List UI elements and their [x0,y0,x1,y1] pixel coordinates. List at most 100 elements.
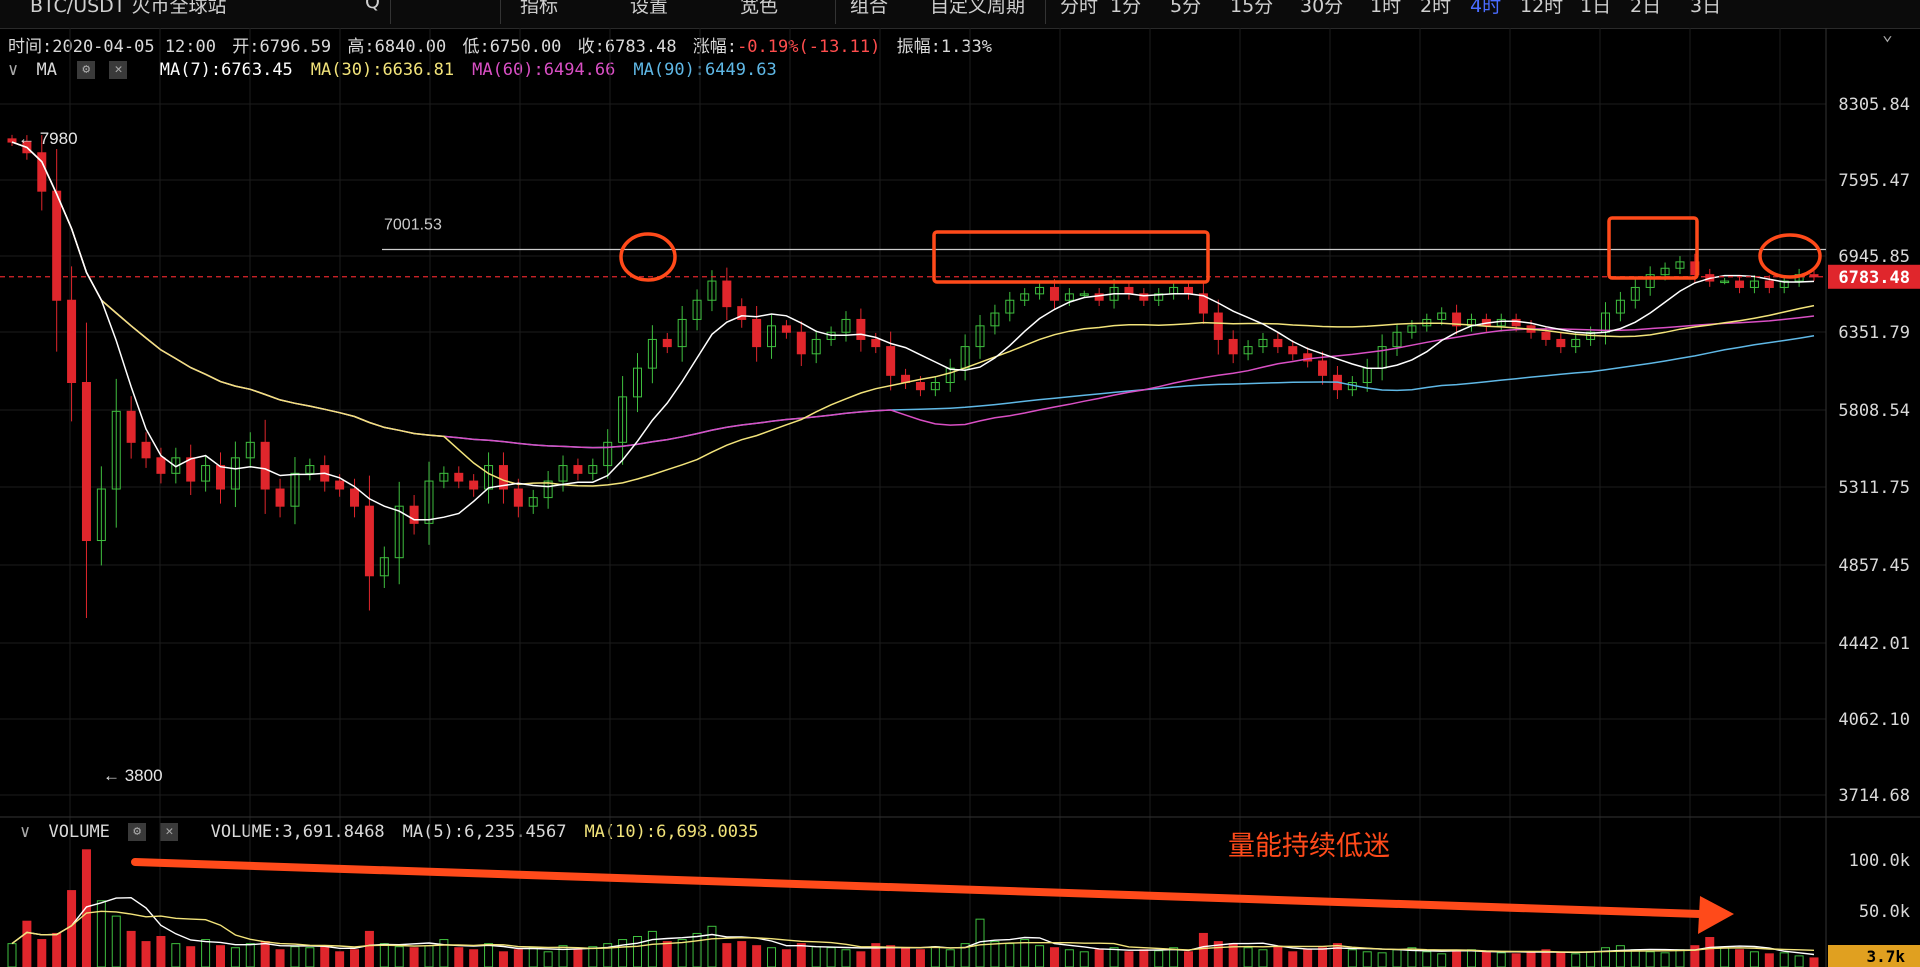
volume-bar [230,947,240,967]
toolbar-item-0[interactable]: BTC/USDT 火币全球站 [30,0,227,17]
volume-bar [1362,951,1372,967]
volume-bar [1020,939,1030,967]
ma-settings-gear-icon[interactable]: ⚙ [77,61,96,79]
collapse-chevron-icon[interactable]: ∨ [8,60,19,80]
volume-bar [1511,953,1521,967]
volume-bar [275,949,285,967]
candle-down [1541,331,1551,340]
volume-legend-item: VOLUME:3,691.8468 [210,822,385,842]
volume-bar [52,932,62,967]
volume-bar [1377,952,1387,967]
toolbar-item-12[interactable]: 1时 [1370,0,1402,17]
candle-down [1273,338,1283,348]
toolbar-item-17[interactable]: 2日 [1630,0,1662,17]
volume-bar [469,949,479,967]
volume-bar [7,943,17,967]
current-price-badge [1828,264,1920,289]
toolbar-item-18[interactable]: 3日 [1690,0,1722,17]
volume-bar [1735,949,1745,967]
volume-bar [960,943,970,967]
toolbar-item-11[interactable]: 30分 [1300,0,1344,17]
candle-up [1660,267,1670,276]
candle-up [975,325,985,348]
candle-up [1496,318,1506,327]
toolbar-item-4[interactable]: 宽色 [740,0,779,17]
candle-up [767,325,777,348]
toolbar-item-10[interactable]: 15分 [1230,0,1274,17]
ma-legend-items: MA(7):6763.45 MA(30):6636.81 MA(60):6494.6… [142,60,777,80]
ma90-line [11,141,1815,449]
candle-up [1779,280,1789,288]
candle-down [126,410,136,443]
toolbar-item-5[interactable]: 组合 [850,0,889,17]
volume-bar [677,939,687,967]
volume-bar [1154,950,1164,967]
volume-close-icon[interactable]: ✕ [160,823,179,841]
candle-down [1690,261,1700,276]
candle-up [930,382,940,391]
volume-tick-label: 50.0k [1859,902,1910,922]
volume-collapse-chevron-icon[interactable]: ∨ [20,822,31,842]
candle-down [1318,360,1328,376]
volume-bar [767,947,777,967]
ma-close-icon[interactable]: ✕ [109,61,128,79]
candle-up [1675,261,1685,269]
candle-down [1184,286,1194,295]
volume-bar [424,945,434,967]
candle-up [1407,325,1417,333]
candle-down [81,382,91,542]
volume-bar [1437,953,1447,967]
toolbar-item-6[interactable]: 自定义周期 [930,0,1026,17]
y-tick-label: 4442.01 [1838,634,1910,654]
volume-bar [1660,952,1670,967]
y-tick-label: 6945.85 [1838,247,1910,267]
candle-up [1005,299,1015,314]
candle-up [439,472,449,482]
volume-bar [647,930,657,967]
volume-bar [245,943,255,967]
volume-bar [1645,951,1655,967]
volume-bar [1794,955,1804,967]
ma-title: MA [36,60,57,80]
volume-bar [1303,949,1313,967]
candle-up [1749,280,1759,288]
candle-down [573,465,583,474]
volume-bar [111,915,121,967]
volume-bar [1764,953,1774,967]
volume-bar [1466,949,1476,967]
volume-current-badge [1828,945,1920,967]
volume-bar [901,947,911,967]
volume-bar [1422,951,1432,967]
candle-down [1198,293,1208,314]
candle-up [201,465,211,482]
toolbar-item-2[interactable]: 指标 [520,0,559,17]
toolbar-item-8[interactable]: 1分 [1110,0,1142,17]
candle-down [1764,280,1774,288]
toolbar-item-13[interactable]: 2时 [1420,0,1452,17]
volume-bar [379,943,389,967]
candle-up [1258,338,1268,348]
candle-up [588,465,598,474]
toolbar-item-1[interactable]: Q [365,0,380,13]
toolbar-item-16[interactable]: 1日 [1580,0,1612,17]
y-tick-label: 6351.79 [1838,323,1910,343]
volume-bar [1481,951,1491,967]
volume-annotation-text: 量能持续低迷 [1228,831,1390,862]
candle-up [305,465,315,474]
candle-up [1571,338,1581,348]
toolbar-item-3[interactable]: 设置 [630,0,669,17]
volume-bar [513,949,523,967]
volume-settings-gear-icon[interactable]: ⚙ [128,823,147,841]
volume-bar [1452,950,1462,967]
candle-up [1720,280,1730,284]
toolbar-item-15[interactable]: 12时 [1520,0,1564,17]
toolbar-item-14[interactable]: 4时 [1470,0,1502,17]
volume-bar [1288,951,1298,967]
candle-up [245,441,255,459]
volume-bar [1094,949,1104,967]
toolbar-item-7[interactable]: 分时 [1060,0,1099,17]
ma-legend-item: MA(60):6494.66 [472,60,616,80]
toolbar-item-9[interactable]: 5分 [1170,0,1202,17]
candle-down [1511,318,1521,327]
